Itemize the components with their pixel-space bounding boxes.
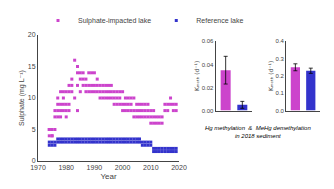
svg-text:20: 20 xyxy=(28,31,36,38)
svg-text:Sulphate (mg L⁻¹): Sulphate (mg L⁻¹) xyxy=(18,70,26,126)
svg-text:0.3: 0.3 xyxy=(276,56,285,62)
svg-text:5: 5 xyxy=(32,126,36,133)
svg-text:1970: 1970 xyxy=(30,164,46,171)
svg-text:0.1: 0.1 xyxy=(276,90,285,96)
svg-text:Reference lake: Reference lake xyxy=(196,17,243,24)
svg-text:Kₘₑₜₕ (d⁻¹): Kₘₑₜₕ (d⁻¹) xyxy=(193,61,200,91)
svg-text:0.2: 0.2 xyxy=(276,73,285,79)
svg-text:0.02: 0.02 xyxy=(202,85,214,91)
svg-text:0.06: 0.06 xyxy=(202,38,214,44)
svg-text:0.04: 0.04 xyxy=(202,62,214,68)
svg-text:Year: Year xyxy=(100,172,117,181)
svg-text:2010: 2010 xyxy=(143,164,159,171)
svg-text:0: 0 xyxy=(32,157,36,164)
svg-text:1980: 1980 xyxy=(58,164,74,171)
svg-text:2000: 2000 xyxy=(115,164,131,171)
svg-text:0.4: 0.4 xyxy=(276,38,285,44)
svg-text:Sulphate-impacted lake: Sulphate-impacted lake xyxy=(78,17,151,25)
svg-text:2020: 2020 xyxy=(171,164,187,171)
svg-text:15: 15 xyxy=(28,63,36,70)
svg-text:0.0: 0.0 xyxy=(276,108,285,114)
svg-text:1990: 1990 xyxy=(87,164,103,171)
svg-text:10: 10 xyxy=(28,94,36,101)
svg-text:0.00: 0.00 xyxy=(202,108,214,114)
svg-text:Hg methylation & MeHg demeth: Hg methylation & MeHg demethylationin 20… xyxy=(205,125,311,139)
svg-text:Kₘₑₜₕ (d⁻¹): Kₘₑₜₕ (d⁻¹) xyxy=(267,61,274,91)
